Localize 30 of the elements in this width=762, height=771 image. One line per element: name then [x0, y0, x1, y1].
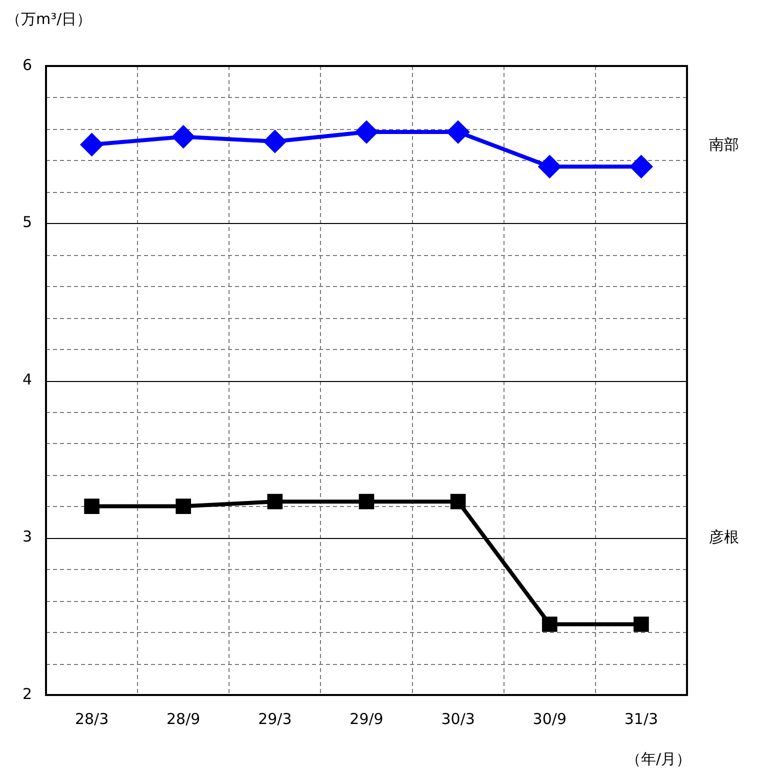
x-tick-label: 29/3 — [258, 710, 292, 728]
point — [630, 156, 652, 178]
y-axis-title: （万m³/日） — [6, 10, 92, 28]
point — [450, 494, 466, 510]
point — [447, 121, 470, 144]
y-tick-label: 4 — [22, 370, 32, 388]
point — [84, 498, 100, 514]
x-tick-label: 28/3 — [74, 710, 109, 728]
point — [264, 130, 286, 152]
text: 南部 — [709, 136, 739, 154]
point — [356, 121, 378, 144]
x-tick-label: 30/3 — [441, 710, 475, 728]
x-tick-label: 28/9 — [166, 710, 200, 728]
y-tick-label: 5 — [22, 213, 32, 232]
point — [538, 156, 561, 178]
y-tick-label: 3 — [22, 528, 32, 546]
x-axis-title: （年/月） — [626, 750, 691, 768]
point — [176, 498, 192, 514]
x-tick-label: 31/3 — [624, 710, 658, 728]
x-tick-label: 30/9 — [532, 710, 566, 728]
text: 彦根 — [709, 528, 739, 546]
x-tick-label: 29/9 — [350, 710, 384, 728]
y-tick-label: 6 — [22, 56, 32, 74]
point — [267, 494, 283, 510]
point — [542, 616, 558, 632]
point — [634, 616, 649, 632]
point — [80, 134, 103, 156]
y-tick-label: 2 — [22, 684, 32, 703]
point — [358, 494, 374, 510]
point — [172, 126, 194, 148]
